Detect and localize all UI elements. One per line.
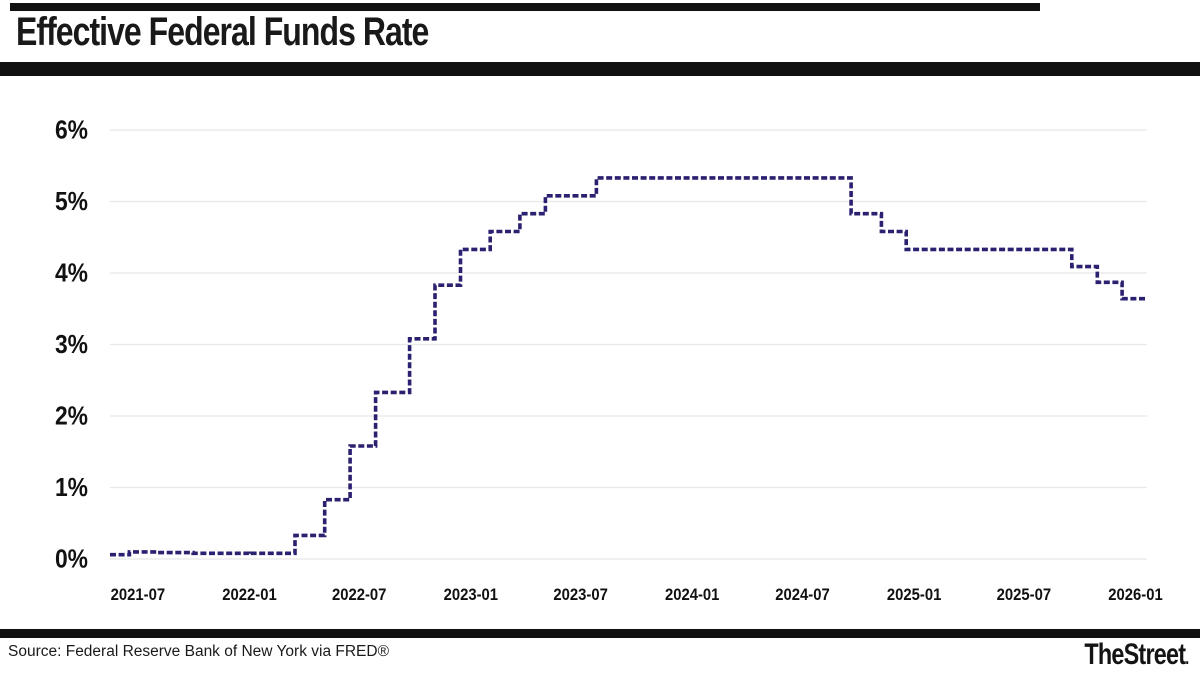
y-axis-tick-label: 0%	[55, 545, 88, 574]
footer-divider-bar	[0, 629, 1200, 638]
y-axis-tick-label: 5%	[55, 188, 88, 217]
source-attribution: Source: Federal Reserve Bank of New York…	[8, 643, 389, 660]
page-title: Effective Federal Funds Rate	[16, 10, 429, 54]
y-axis-tick-label: 2%	[55, 402, 88, 431]
y-axis-tick-label: 4%	[55, 259, 88, 288]
x-axis-tick-label: 2025-07	[997, 586, 1052, 604]
top-rule	[10, 3, 1040, 11]
y-axis-tick-label: 1%	[55, 474, 88, 503]
y-axis-tick-label: 6%	[55, 116, 88, 145]
x-axis-tick-label: 2026-01	[1108, 586, 1163, 604]
effr-series-line	[110, 176, 1147, 557]
thestreet-logo-text: TheStreet	[1083, 638, 1186, 671]
y-axis-tick-label: 3%	[55, 331, 88, 360]
thestreet-logo: TheStreet.	[1083, 638, 1189, 673]
x-axis-tick-label: 2024-07	[775, 586, 830, 604]
x-axis-tick-label: 2022-01	[222, 586, 277, 604]
x-axis-tick-label: 2023-01	[444, 586, 499, 604]
x-axis-tick-label: 2024-01	[665, 586, 720, 604]
x-axis-tick-label: 2021-07	[111, 586, 166, 604]
x-axis-tick-label: 2022-07	[332, 586, 387, 604]
title-divider-bar	[0, 62, 1200, 76]
x-axis-tick-label: 2025-01	[887, 586, 942, 604]
x-axis-tick-label: 2023-07	[553, 586, 608, 604]
thestreet-logo-dot: .	[1184, 648, 1189, 668]
